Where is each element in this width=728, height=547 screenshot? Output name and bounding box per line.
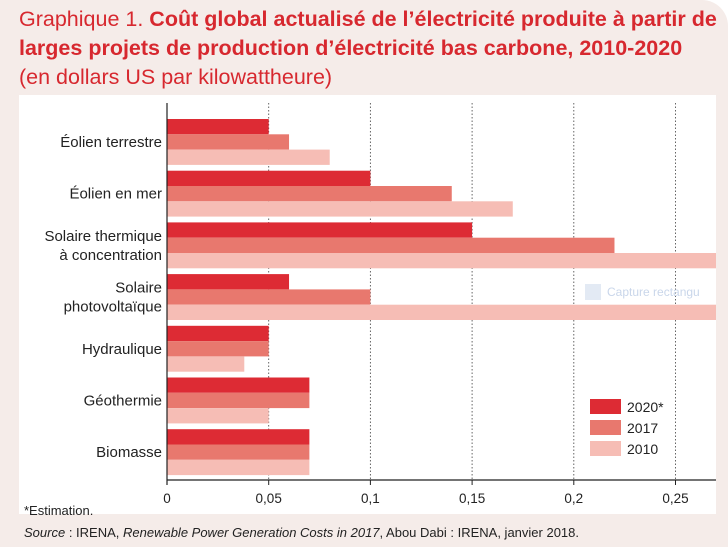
bar-2017-6 (167, 444, 310, 460)
bar-2017-0 (167, 134, 290, 150)
bar-2017-2 (167, 237, 615, 253)
category-label: à concentration (59, 247, 162, 264)
bar-2020-0 (167, 119, 269, 135)
x-tick-label: 0,25 (662, 491, 688, 506)
legend-swatch-2017 (590, 420, 621, 435)
bar-2017-5 (167, 392, 310, 409)
source-sep: : IRENA, (65, 525, 123, 540)
bar-2017-1 (167, 186, 452, 202)
bar-2010-4 (167, 356, 245, 372)
category-label: Solaire thermique (44, 228, 162, 245)
bar-2010-3 (167, 304, 716, 320)
figure-main-title: Coût global actualisé de l’électricité p… (19, 7, 717, 60)
bar-chart: Éolien terrestre Éolien en mer Solaire the… (44, 103, 716, 506)
watermark-text: Capture rectangu (607, 285, 700, 299)
bar-2010-2 (167, 253, 716, 269)
x-tick-label: 0 (163, 491, 171, 506)
bar-2020-2 (167, 222, 473, 238)
bar-2010-5 (167, 408, 269, 424)
source-suffix: , Abou Dabi : IRENA, janvier 2018. (379, 525, 579, 540)
legend-label-2010: 2010 (627, 441, 658, 457)
bar-2020-4 (167, 325, 269, 342)
bar-2017-4 (167, 341, 269, 357)
bar-2010-0 (167, 149, 330, 165)
legend-label-2017: 2017 (627, 420, 658, 436)
category-label: Biomasse (96, 444, 162, 461)
category-label: Éolien en mer (69, 186, 162, 203)
category-label: Éolien terrestre (60, 134, 162, 151)
bar-2020-1 (167, 170, 371, 186)
plot-panel: Éolien terrestre Éolien en mer Solaire the… (19, 95, 716, 514)
bar-2017-3 (167, 289, 371, 305)
bar-2010-6 (167, 459, 310, 476)
bar-2020-6 (167, 429, 310, 445)
x-tick-label: 0,2 (564, 491, 583, 506)
estimation-note: *Estimation. (24, 503, 94, 518)
source-publication: Renewable Power Generation Costs in 2017 (123, 525, 380, 540)
legend-label-2020: 2020* (627, 399, 664, 415)
figure-label: Graphique 1. (19, 7, 144, 31)
category-label: Hydraulique (82, 341, 162, 358)
figure-unit: (en dollars US par kilowattheure) (19, 65, 333, 89)
capture-watermark: Capture rectangu (583, 281, 728, 303)
bar-2010-1 (167, 201, 513, 217)
category-label: Solaire (115, 280, 162, 297)
legend-swatch-2020 (590, 399, 621, 414)
category-label: photovoltaïque (64, 299, 162, 316)
bar-2020-3 (167, 274, 290, 290)
legend-swatch-2010 (590, 441, 621, 456)
source-line: Source : IRENA, Renewable Power Generati… (24, 525, 579, 540)
figure-title: Graphique 1. Coût global actualisé de l’… (19, 5, 719, 92)
x-tick-label: 0,15 (459, 491, 485, 506)
category-label: Géothermie (84, 392, 162, 409)
x-tick-label: 0,05 (256, 491, 282, 506)
source-prefix: Source (24, 525, 66, 540)
x-tick-label: 0,1 (361, 491, 380, 506)
watermark-icon (585, 284, 601, 300)
bar-2020-5 (167, 377, 310, 393)
